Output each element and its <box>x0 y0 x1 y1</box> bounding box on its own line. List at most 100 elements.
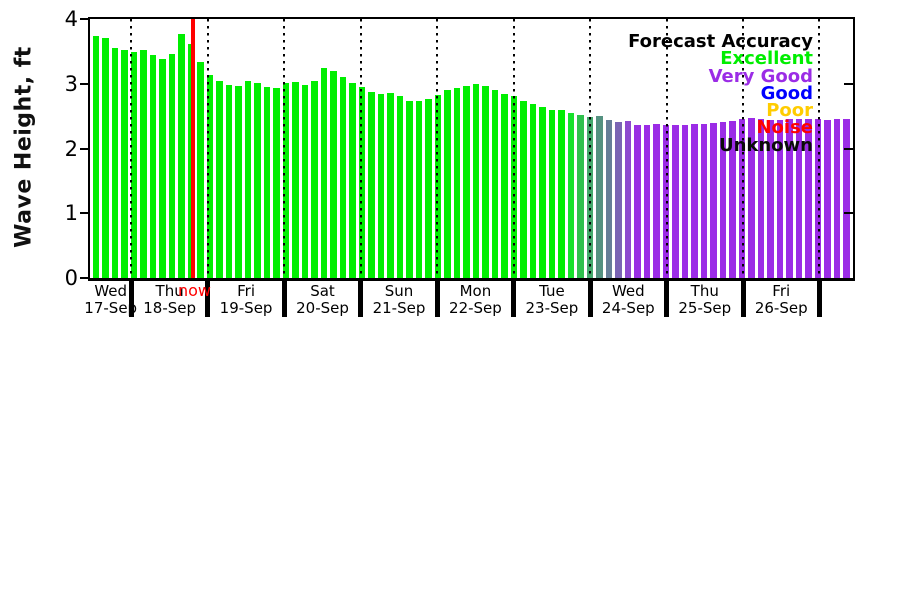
day-name: Tue <box>539 282 565 300</box>
day-boundary-gridline <box>512 19 515 278</box>
day-label: Thu 25-Sep <box>660 283 750 316</box>
wave-height-bar <box>833 119 841 278</box>
wave-height-bar <box>396 96 404 278</box>
wave-height-bar <box>776 120 784 278</box>
day-name: Sun <box>384 282 414 300</box>
wave-height-bar <box>235 86 242 278</box>
wave-height-bar <box>786 119 793 278</box>
wave-height-bar <box>225 85 233 278</box>
wave-height-bar <box>330 70 337 278</box>
wave-height-bar <box>453 87 461 278</box>
day-name: Fri <box>772 282 791 300</box>
legend-entry-unknown: Unknown <box>718 134 813 156</box>
y-tick-mark <box>80 18 88 20</box>
wave-height-bar <box>814 119 822 278</box>
wave-height-bar <box>244 81 252 278</box>
wave-height-bar <box>491 89 499 278</box>
day-label: Tue 23-Sep <box>507 283 597 316</box>
y-tick-label: 4 <box>64 7 78 31</box>
wave-height-bar <box>529 103 537 278</box>
wave-height-bar <box>140 50 147 278</box>
wave-height-bar <box>463 86 470 278</box>
right-axis-tick <box>844 212 853 215</box>
wave-height-bar <box>672 125 679 278</box>
day-label: Mon 22-Sep <box>430 283 520 316</box>
wave-height-bar <box>596 116 603 278</box>
wave-height-bar <box>387 93 394 278</box>
wave-height-bar <box>805 118 812 278</box>
wave-height-bar <box>282 83 290 278</box>
day-label: Thu 18-Sep <box>125 283 215 316</box>
wave-height-bar <box>795 119 803 278</box>
wave-height-bar <box>757 118 765 278</box>
wave-height-bar <box>311 80 318 278</box>
wave-height-bar <box>539 107 546 278</box>
wave-height-bar <box>691 123 698 278</box>
day-label: Sat 20-Sep <box>278 283 368 316</box>
day-name: Thu <box>155 282 184 300</box>
wave-height-bar <box>748 118 755 278</box>
wave-height-bar <box>700 123 708 278</box>
wave-height-bar <box>102 38 109 278</box>
day-boundary-gridline <box>359 19 362 278</box>
legend-entry-very-good: Very Good <box>708 65 813 87</box>
day-date: 21-Sep <box>372 298 426 317</box>
wave-height-bar <box>681 124 689 278</box>
wave-height-bar <box>368 92 375 278</box>
legend-entry-poor: Poor <box>766 100 813 122</box>
wave-height-bar <box>558 109 565 278</box>
y-tick-label: 1 <box>64 201 78 226</box>
day-label: Wed 24-Sep <box>583 283 673 316</box>
now-label: now <box>178 281 212 300</box>
y-tick-mark <box>80 277 88 279</box>
forecast-accuracy-legend: Forecast Accuracy Excellent Very Good Good P… <box>628 32 813 156</box>
wave-height-bar <box>605 120 613 278</box>
wave-height-bar <box>339 76 347 278</box>
day-separator-tick <box>358 279 364 317</box>
day-name: Mon <box>459 282 492 300</box>
wave-height-bar <box>767 120 774 278</box>
day-separator-tick <box>740 279 746 317</box>
wave-height-bar <box>634 124 641 278</box>
day-label: Wed 17-Sep <box>66 283 156 316</box>
wave-height-bar <box>482 85 489 278</box>
wave-height-bar <box>425 99 432 278</box>
wave-height-bar <box>472 84 480 278</box>
wave-height-bar <box>197 61 204 278</box>
wave-height-bar <box>548 109 556 278</box>
day-separator-tick <box>816 279 822 317</box>
day-date: 25-Sep <box>678 298 732 317</box>
wave-height-bar <box>653 123 660 278</box>
day-boundary-gridline <box>130 19 133 278</box>
day-name: Sat <box>310 282 335 300</box>
wave-height-bar <box>501 94 508 278</box>
day-separator-tick <box>434 279 440 317</box>
plot-area: Forecast Accuracy Excellent Very Good Good P… <box>88 17 855 281</box>
wave-height-bar <box>254 83 261 278</box>
y-tick-label: 3 <box>64 71 78 96</box>
wave-height-bar <box>206 75 214 278</box>
wave-height-bar <box>520 101 527 278</box>
day-boundary-gridline <box>436 19 439 278</box>
right-axis-tick <box>844 82 853 85</box>
day-date: 19-Sep <box>219 298 273 317</box>
day-boundary-gridline <box>283 19 286 278</box>
day-separator-tick <box>128 279 134 317</box>
wave-height-bar <box>824 120 831 278</box>
day-separator-tick <box>664 279 670 317</box>
y-tick-label: 0 <box>64 266 78 290</box>
wave-height-bar <box>719 121 727 278</box>
day-label: Fri 19-Sep <box>201 283 291 316</box>
day-boundary-gridline <box>818 19 821 278</box>
now-line <box>190 19 195 278</box>
wave-height-bar <box>349 83 356 278</box>
day-label: Sun 21-Sep <box>354 283 444 316</box>
wave-height-bar <box>577 115 584 278</box>
wave-height-bar <box>292 82 299 278</box>
wave-height-bar <box>643 124 651 278</box>
wave-height-bar <box>377 94 385 278</box>
day-separator-tick <box>205 279 211 317</box>
wave-height-bar <box>149 55 157 278</box>
wave-height-bar <box>624 121 632 278</box>
y-tick-mark <box>80 147 88 150</box>
